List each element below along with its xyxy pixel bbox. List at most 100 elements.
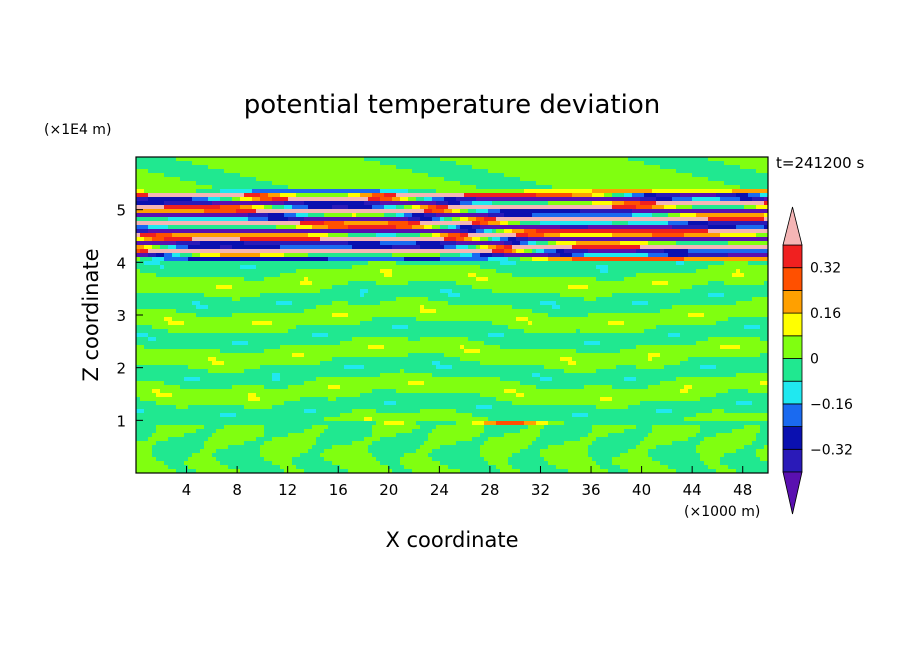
contour-cell <box>304 429 325 434</box>
contour-cell <box>724 453 757 458</box>
contour-cell <box>480 361 569 366</box>
contour-cell <box>424 213 437 218</box>
contour-cell <box>152 445 205 450</box>
contour-cell <box>632 213 653 218</box>
contour-cell <box>136 317 165 322</box>
contour-cell <box>512 465 557 470</box>
contour-cell <box>432 429 485 434</box>
contour-cell <box>440 461 489 466</box>
contour-cell <box>648 385 685 390</box>
contour-cell <box>708 281 725 286</box>
contour-cell <box>288 185 477 190</box>
contour-cell <box>644 329 768 334</box>
contour-cell <box>480 449 521 454</box>
contour-cell <box>244 441 265 446</box>
contour-cell <box>448 301 541 306</box>
contour-cell <box>136 289 321 294</box>
contour-cell <box>332 285 473 290</box>
contour-cell <box>404 453 429 458</box>
contour-cell <box>736 469 768 473</box>
contour-cell <box>644 437 689 442</box>
contour-cell <box>136 381 165 386</box>
contour-cell <box>428 173 505 178</box>
contour-cell <box>136 261 145 266</box>
contour-cell <box>460 357 561 362</box>
contour-cell <box>136 241 177 246</box>
contour-cell <box>308 449 325 454</box>
contour-cell <box>668 281 709 286</box>
contour-cell <box>564 421 768 426</box>
contour-cell <box>744 273 768 278</box>
x-tick-label: 48 <box>733 481 752 499</box>
contour-cell <box>528 317 729 322</box>
contour-cell <box>528 445 549 450</box>
colorbar-band <box>782 312 803 337</box>
contour-cell <box>188 465 229 470</box>
contour-cell <box>164 173 241 178</box>
contour-cell <box>440 225 449 230</box>
contour-cell <box>152 237 165 242</box>
contour-cell <box>456 281 653 286</box>
contour-cell <box>468 273 477 278</box>
contour-cell <box>656 445 697 450</box>
colorbar-label: 0.32 <box>810 261 841 277</box>
contour-cell <box>692 385 768 390</box>
contour-cell <box>396 225 413 230</box>
contour-cell <box>464 193 537 198</box>
contour-cell <box>216 457 265 462</box>
contour-cell <box>196 429 217 434</box>
contour-cell <box>384 401 397 406</box>
contour-cell <box>612 461 661 466</box>
contour-cell <box>460 253 473 258</box>
contour-cell <box>160 261 369 266</box>
contour-cell <box>708 177 768 182</box>
contour-cell <box>328 333 489 338</box>
contour-cell <box>744 205 757 210</box>
contour-cell <box>492 249 505 254</box>
contour-cell <box>676 205 693 210</box>
contour-cell <box>420 305 425 310</box>
contour-cell <box>440 157 629 162</box>
contour-cell <box>568 469 609 473</box>
contour-cell <box>676 377 768 382</box>
contour-cell <box>304 201 365 206</box>
contour-cell <box>396 213 405 218</box>
contour-cell <box>256 209 425 214</box>
contour-cell <box>756 233 768 238</box>
contour-cell <box>264 385 289 390</box>
contour-cell <box>136 393 157 398</box>
contour-cell <box>636 445 657 450</box>
contour-cell <box>272 437 317 442</box>
contour-cell <box>476 273 513 278</box>
contour-cell <box>296 269 381 274</box>
contour-cell <box>220 253 261 258</box>
contour-cell <box>744 445 765 450</box>
contour-cell <box>516 233 529 238</box>
contour-cell <box>372 433 397 438</box>
contour-cell <box>236 413 341 418</box>
contour-cell <box>564 441 593 446</box>
contour-cell <box>216 357 333 362</box>
contour-cell <box>448 233 461 238</box>
contour-cell <box>716 365 768 370</box>
contour-cell <box>704 461 721 466</box>
contour-cell <box>148 253 157 258</box>
contour-cell <box>136 273 157 278</box>
contour-cell <box>136 349 221 354</box>
contour-cell <box>592 425 637 430</box>
x-tick-label: 4 <box>182 481 192 499</box>
contour-cell <box>136 361 213 366</box>
contour-cell <box>444 245 457 250</box>
contour-cell <box>384 273 393 278</box>
contour-cell <box>480 253 493 258</box>
contour-cell <box>308 205 333 210</box>
contour-cell <box>136 189 145 194</box>
contour-cell <box>624 429 653 434</box>
contour-cell <box>136 177 181 182</box>
contour-cell <box>480 221 489 226</box>
contour-cell <box>520 257 533 262</box>
contour-cell <box>136 465 169 470</box>
contour-cell <box>252 205 265 210</box>
contour-cell <box>188 365 261 370</box>
contour-cell <box>516 389 681 394</box>
